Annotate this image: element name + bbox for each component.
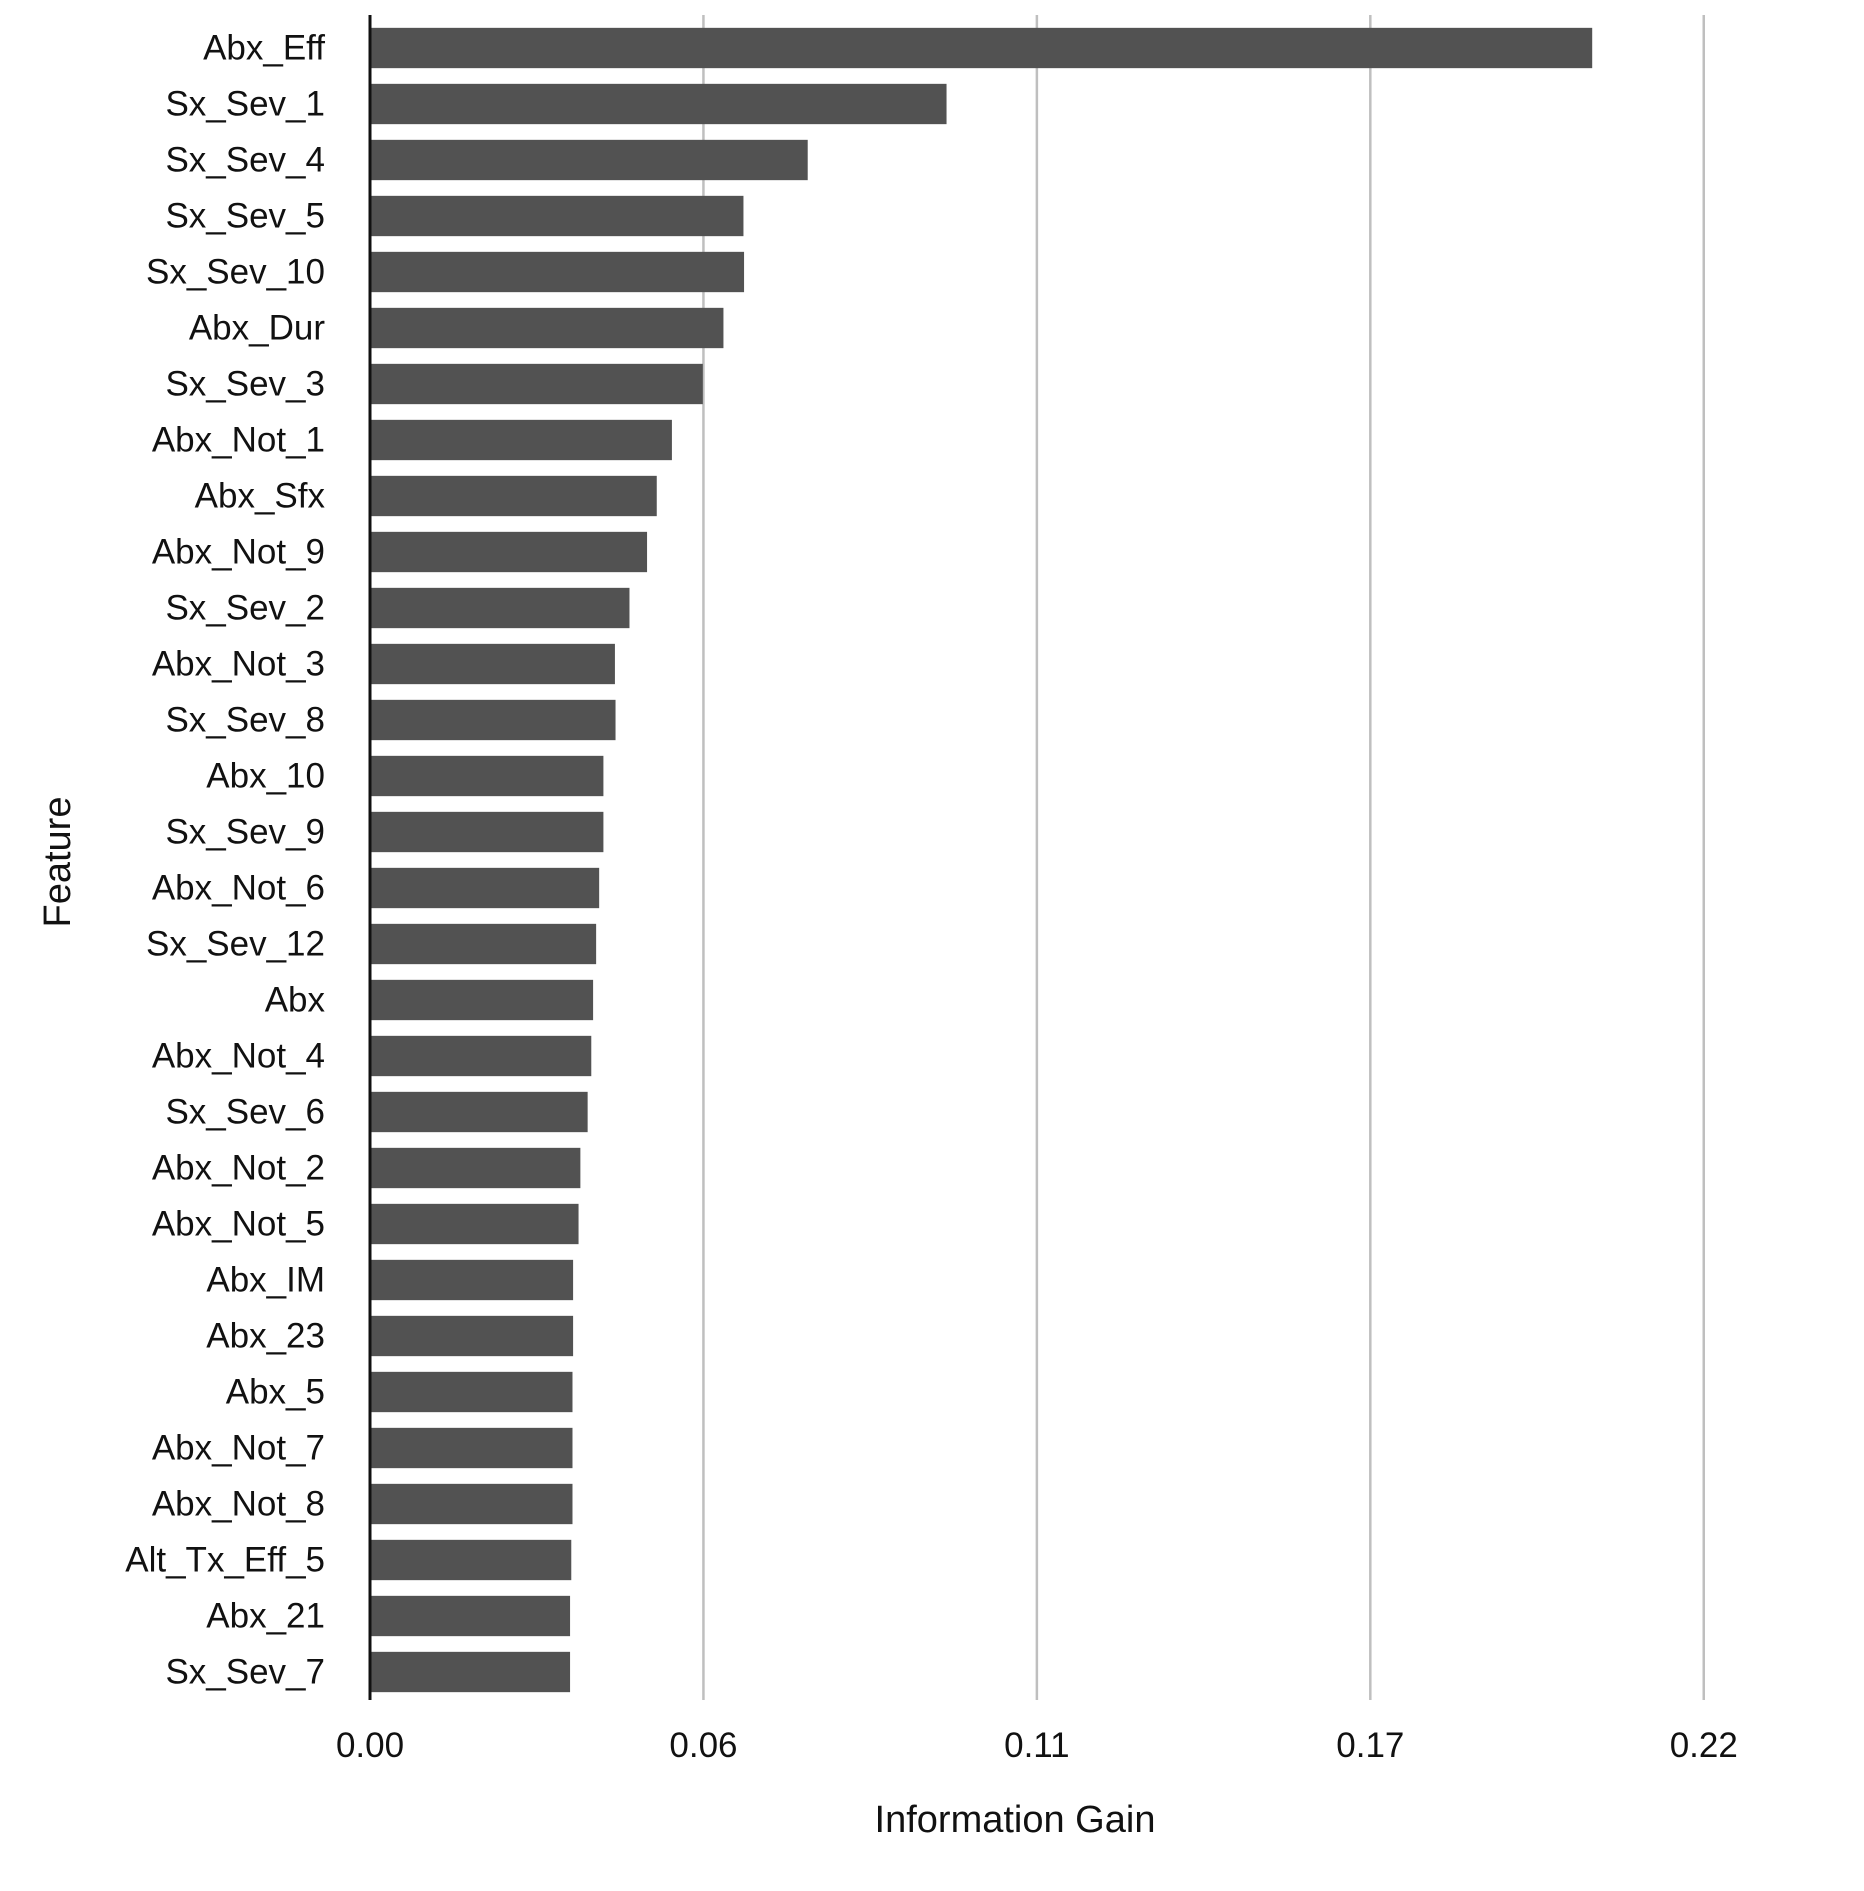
x-tick-label: 0.22 — [1670, 1726, 1738, 1765]
bar — [370, 587, 630, 629]
y-tick-label: Abx_Eff — [203, 29, 325, 68]
y-tick-label: Abx_Not_6 — [152, 869, 325, 908]
y-tick-label: Abx_Not_2 — [152, 1149, 325, 1188]
y-tick-label: Abx_Not_7 — [152, 1429, 325, 1468]
y-tick-labels: Abx_Eff Sx_Sev_1 Sx_Sev_4 Sx_Sev_5 Sx_Sev_10… — [125, 29, 325, 1692]
bar — [370, 1203, 579, 1245]
bar — [370, 27, 1593, 69]
y-tick-label: Abx_Not_8 — [152, 1485, 325, 1524]
x-tick-labels: 0.00 0.06 0.11 0.17 0.22 — [336, 1726, 1738, 1765]
bar — [370, 1427, 573, 1469]
bar — [370, 1371, 573, 1413]
y-tick-label: Abx_21 — [206, 1597, 325, 1636]
bar — [370, 195, 744, 237]
bar — [370, 1483, 573, 1525]
bar — [370, 1539, 572, 1581]
y-tick-label: Sx_Sev_9 — [165, 813, 325, 852]
x-tick-label: 0.11 — [1004, 1726, 1070, 1765]
bar — [370, 419, 672, 461]
bar — [370, 307, 724, 349]
y-tick-label: Sx_Sev_4 — [165, 141, 325, 180]
y-tick-label: Sx_Sev_6 — [165, 1093, 325, 1132]
bar — [370, 1259, 574, 1301]
y-tick-label: Sx_Sev_10 — [146, 253, 325, 292]
bar — [370, 643, 615, 685]
y-tick-label: Sx_Sev_5 — [165, 197, 325, 236]
x-axis-title: Information Gain — [875, 1799, 1156, 1841]
x-tick-label: 0.00 — [336, 1726, 404, 1765]
y-tick-label: Abx_Not_1 — [152, 421, 325, 460]
bar — [370, 475, 657, 517]
bar — [370, 867, 600, 909]
x-tick-label: 0.17 — [1336, 1726, 1404, 1765]
y-tick-label: Sx_Sev_2 — [165, 589, 325, 628]
x-tick-label: 0.06 — [669, 1726, 737, 1765]
bar — [370, 363, 703, 405]
bar — [370, 1315, 574, 1357]
y-tick-label: Sx_Sev_7 — [165, 1653, 325, 1692]
bar — [370, 1595, 571, 1637]
y-tick-label: Alt_Tx_Eff_5 — [125, 1541, 325, 1580]
bar — [370, 531, 648, 573]
bar — [370, 83, 947, 125]
y-tick-label: Sx_Sev_12 — [146, 925, 325, 964]
y-tick-label: Abx_Not_5 — [152, 1205, 325, 1244]
bar — [370, 139, 808, 181]
grid-lines — [702, 15, 1705, 1700]
y-tick-label: Sx_Sev_1 — [165, 85, 325, 124]
y-tick-label: Abx_Dur — [189, 309, 326, 348]
y-tick-label: Abx_5 — [226, 1373, 325, 1412]
y-tick-label: Abx_Not_9 — [152, 533, 325, 572]
y-tick-label: Abx_23 — [206, 1317, 325, 1356]
bar — [370, 699, 616, 741]
bar — [370, 1651, 571, 1693]
y-tick-label: Abx_Not_4 — [152, 1037, 325, 1076]
bar — [370, 979, 594, 1021]
bar — [370, 1035, 592, 1077]
y-tick-label: Sx_Sev_8 — [165, 701, 325, 740]
y-tick-label: Abx — [265, 981, 326, 1020]
bar — [370, 923, 597, 965]
bar — [370, 1147, 581, 1189]
y-tick-label: Abx_Not_3 — [152, 645, 325, 684]
y-tick-label: Sx_Sev_3 — [165, 365, 325, 404]
bar — [370, 251, 745, 293]
y-tick-label: Abx_10 — [206, 757, 325, 796]
bar — [370, 811, 604, 853]
y-axis-title: Feature — [37, 797, 79, 928]
bar — [370, 755, 604, 797]
y-tick-label: Abx_Sfx — [195, 477, 326, 516]
y-tick-label: Abx_IM — [206, 1261, 325, 1300]
bars — [370, 27, 1593, 1693]
bar — [370, 1091, 588, 1133]
